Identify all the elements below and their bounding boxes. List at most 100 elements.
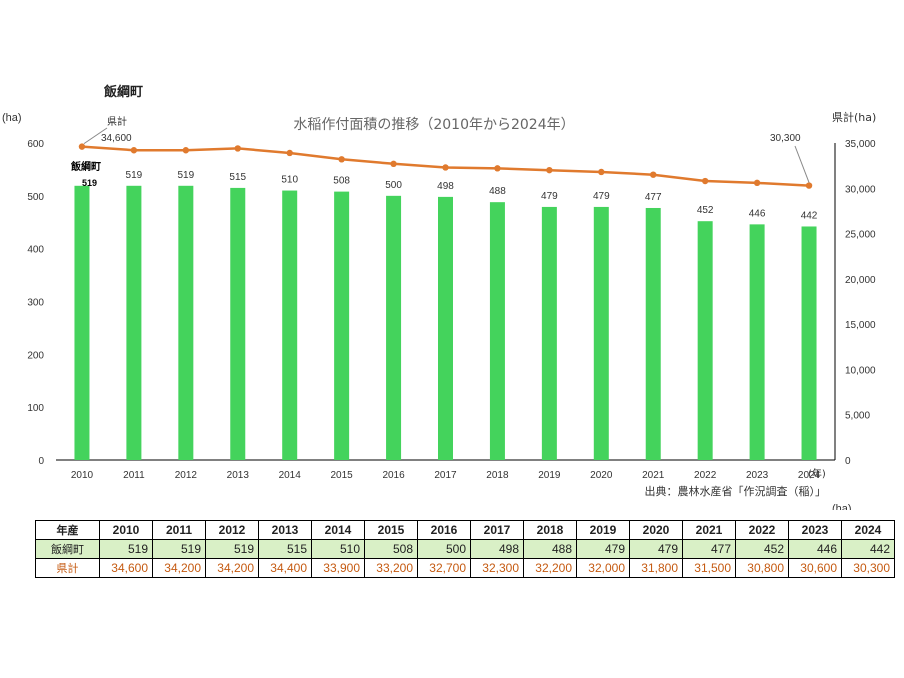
y-right-tick-label: 20,000 [845,275,876,286]
line-point [753,179,761,187]
table-cell: 477 [682,539,736,559]
table-cell: 479 [576,539,630,559]
bar-data-label: 519 [126,170,143,181]
bar [178,185,194,461]
bar-series-label: 飯綱町 [70,160,101,173]
table-cell: 34,400 [258,558,312,578]
data-table: 年産 2010 2011 2012 2013 2014 2015 2016 2017 2018 20… [35,520,895,578]
table-cell: 500 [417,539,471,559]
table-cell: 30,800 [735,558,789,578]
table-cell: 34,200 [205,558,259,578]
table-cell: 2022 [735,520,789,540]
table-cell: 2010 [99,520,153,540]
x-tick-label: 2018 [486,470,509,481]
bar [334,191,350,460]
chart: 水稲作付面積の推移（2010年から2024年）(ha) 県計(ha)(年)0100… [2,110,876,510]
line-point [390,160,397,168]
table-cell: 31,800 [629,558,683,578]
line-point [701,177,709,185]
bar [126,185,142,461]
line-point [650,171,657,178]
bar-data-label: 479 [541,191,558,202]
table-cell: 2023 [788,520,842,540]
chart-title: 水稲作付面積の推移（2010年から2024年） [293,117,574,133]
x-tick-label: 2023 [746,470,769,481]
x-axis-label: (年) [808,467,826,480]
bar [801,226,817,460]
table-row-town: 飯綱町 519 519 519 515 510 508 500 498 488 479 479 477 4… [35,539,895,559]
source-note: 出典：農林水産省「作況調査（稲）」 [645,484,827,498]
table-cell: 32,000 [576,558,630,578]
table-cell: 2014 [311,520,365,540]
table-cell: 31,500 [682,558,736,578]
table-cell: 498 [470,539,524,559]
line-point [598,168,605,176]
table-header-row: 年産 2010 2011 2012 2013 2014 2015 2016 2017 2018 20… [35,520,895,540]
bar [230,187,246,461]
bar-first-value: 519 [82,178,97,188]
bar-data-label: 488 [489,186,506,197]
y-right-tick-label: 10,000 [845,365,876,376]
y-right-axis-label: 県計(ha) [832,110,876,124]
y-right-tick-label: 25,000 [845,230,876,241]
x-tick-label: 2024 [798,470,821,481]
table-unit-note: (ha) [832,503,852,510]
bar [593,206,609,460]
x-tick-label: 2015 [331,470,354,481]
y-left-tick-label: 200 [27,350,44,361]
table-cell: 2011 [152,520,206,540]
x-tick-label: 2022 [694,470,717,481]
table-cell: 34,200 [152,558,206,578]
table-cell: 34,600 [99,558,153,578]
table-cell: 446 [788,539,842,559]
table-cell: 488 [523,539,577,559]
line-point [234,145,241,152]
table-cell: 33,900 [311,558,365,578]
table-cell: 2020 [629,520,683,540]
table-cell: 479 [629,539,683,559]
bar-data-label: 477 [645,192,662,203]
table-cell: 452 [735,539,789,559]
page-title: 飯綱町 [104,85,144,100]
x-tick-label: 2010 [71,470,94,481]
x-tick-label: 2017 [434,470,457,481]
y-right-tick-label: 35,000 [845,139,876,150]
y-left-axis-label: (ha) [2,112,22,124]
y-left-tick-label: 500 [27,192,44,203]
table-cell: 2017 [470,520,524,540]
y-right-tick-label: 5,000 [845,411,870,422]
table-cell: 2018 [523,520,577,540]
table-cell: 2019 [576,520,630,540]
line-point [494,165,501,172]
y-left-tick-label: 600 [27,139,44,150]
table-cell: 2021 [682,520,736,540]
bar [282,190,298,461]
y-left-tick-label: 400 [27,245,44,256]
line-point [546,166,553,174]
table-cell: 33,200 [364,558,418,578]
line-point [78,143,86,150]
bar-data-label: 498 [437,181,454,192]
line-last-leader [794,145,810,183]
x-tick-label: 2016 [382,470,405,481]
table-cell: 30,600 [788,558,842,578]
table-row-pref: 県計 34,600 34,200 34,200 34,400 33,900 33,200 32… [35,558,895,578]
table-cell: 508 [364,539,418,559]
line-label-leader [83,127,108,145]
table-cell: 510 [311,539,365,559]
line-point [130,147,138,154]
y-right-tick-label: 30,000 [845,184,876,195]
table-cell: 32,200 [523,558,577,578]
bar-data-label: 442 [801,210,818,221]
y-left-tick-label: 0 [38,456,44,467]
x-tick-label: 2020 [590,470,613,481]
line-point [286,149,293,157]
bar-data-label: 508 [333,176,350,187]
bar [438,196,453,460]
table-cell: 2016 [417,520,471,540]
x-tick-label: 2019 [538,470,561,481]
line-point [182,147,190,154]
table-cell: 2024 [841,520,895,540]
table-cell: 442 [841,539,895,559]
table-cell: 32,300 [470,558,524,578]
